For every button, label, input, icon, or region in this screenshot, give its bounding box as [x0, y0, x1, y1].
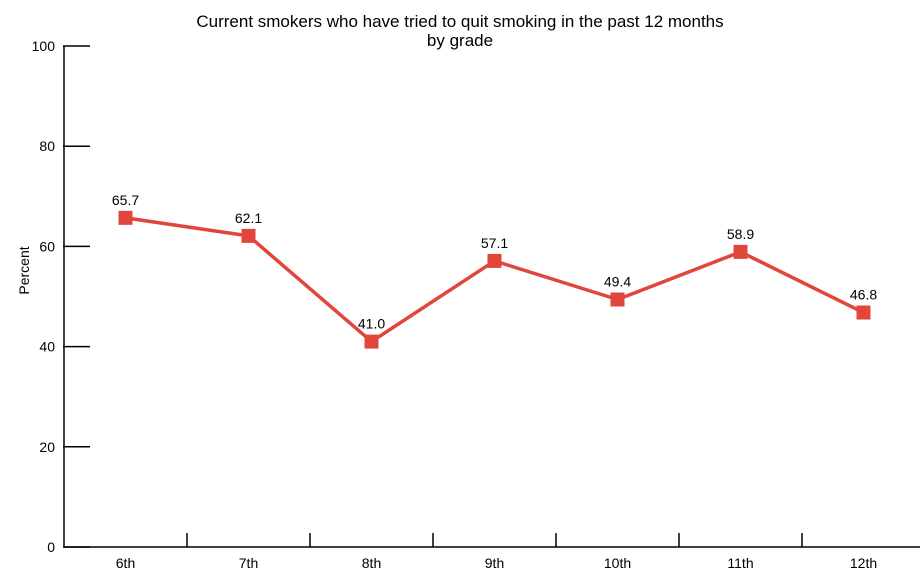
data-label: 46.8: [850, 287, 877, 303]
x-tick-label: 12th: [850, 555, 877, 571]
data-point-marker: [241, 228, 256, 243]
data-label: 58.9: [727, 226, 754, 242]
x-tick-label: 10th: [604, 555, 631, 571]
data-label: 57.1: [481, 235, 508, 251]
data-point-marker: [610, 292, 625, 307]
y-axis-label: Percent: [16, 246, 32, 294]
data-point-marker: [118, 210, 133, 225]
data-point-marker: [856, 305, 871, 320]
y-tick-label: 0: [47, 539, 55, 555]
y-tick-label: 20: [39, 439, 55, 455]
y-tick-label: 60: [39, 238, 55, 254]
x-tick-label: 6th: [116, 555, 135, 571]
data-label: 65.7: [112, 192, 139, 208]
y-tick-label: 80: [39, 138, 55, 154]
data-point-marker: [364, 334, 379, 349]
chart-subtitle: by grade: [426, 31, 494, 50]
x-tick-label: 7th: [239, 555, 258, 571]
chart-title: Current smokers who have tried to quit s…: [196, 12, 724, 31]
data-label: 62.1: [235, 210, 262, 226]
y-tick-label: 40: [39, 339, 55, 355]
x-tick-label: 8th: [362, 555, 381, 571]
y-tick-label: 100: [32, 38, 56, 54]
data-label: 41.0: [358, 316, 385, 332]
data-point-marker: [487, 253, 502, 268]
data-point-marker: [733, 244, 748, 259]
x-tick-label: 9th: [485, 555, 504, 571]
x-tick-label: 11th: [727, 555, 753, 571]
data-label: 49.4: [604, 274, 631, 290]
